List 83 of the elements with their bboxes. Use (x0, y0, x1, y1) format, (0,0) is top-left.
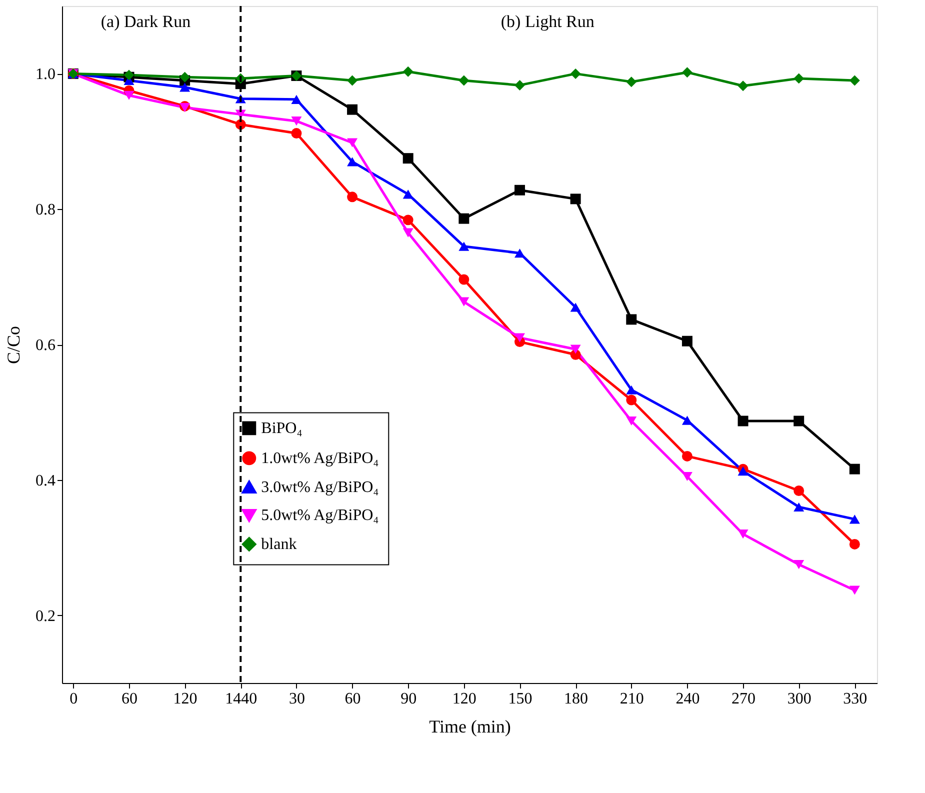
x-tick-label: 180 (564, 690, 588, 708)
x-tick-label: 30 (288, 690, 305, 708)
point (682, 67, 692, 78)
x-tick-label: 120 (452, 690, 476, 708)
point (347, 104, 358, 115)
x-tick-label: 0 (70, 690, 78, 708)
x-tick-label: 90 (400, 690, 417, 708)
point (402, 66, 414, 77)
point (458, 242, 470, 251)
point (849, 586, 860, 595)
point (626, 314, 637, 325)
point (794, 486, 804, 496)
point (514, 333, 525, 342)
x-tick-label: 1440 (225, 690, 258, 708)
point (180, 72, 190, 82)
point (626, 416, 637, 426)
x-tick-label: 150 (508, 690, 532, 708)
point (570, 68, 581, 79)
legend-label: 3.0wt% Ag/BiPO₄ (261, 479, 380, 496)
annotation: (a) Dark Run (100, 12, 192, 31)
point (794, 73, 804, 84)
point (626, 76, 637, 88)
point (514, 248, 525, 258)
point (682, 472, 692, 482)
point (402, 214, 414, 226)
point (402, 190, 414, 199)
point (458, 297, 470, 306)
point (458, 213, 470, 224)
point (514, 80, 525, 90)
point (849, 464, 860, 474)
point (738, 80, 748, 92)
point (402, 153, 414, 164)
point (794, 560, 804, 570)
x-tick-label: 60 (121, 690, 138, 708)
point (738, 416, 748, 426)
point (626, 385, 637, 394)
point (458, 75, 470, 86)
point (794, 502, 804, 512)
point (738, 530, 748, 539)
annotation: (b) Light Run (500, 12, 595, 31)
point (180, 82, 190, 92)
point (626, 394, 637, 406)
point (849, 538, 860, 550)
point (570, 344, 581, 354)
point (570, 302, 581, 312)
point (682, 416, 692, 425)
point (514, 184, 525, 196)
point (180, 103, 190, 112)
point (682, 450, 692, 462)
x-tick-label: 210 (620, 690, 644, 708)
point (347, 75, 358, 86)
point (794, 416, 804, 426)
point (458, 274, 470, 285)
x-tick-label: 300 (787, 690, 812, 708)
y-tick-label: 0.8 (36, 202, 56, 219)
point (682, 336, 692, 346)
x-tick-label: 270 (732, 690, 756, 708)
y-tick-label: 1.0 (36, 66, 56, 84)
point (849, 75, 860, 86)
point (347, 138, 358, 148)
legend-label: 5.0wt% Ag/BiPO₄ (261, 507, 380, 524)
point (347, 157, 358, 166)
y-axis-title: C/Co (4, 326, 24, 364)
x-tick-label: 60 (344, 690, 361, 708)
point (291, 128, 302, 139)
point (347, 192, 358, 202)
point (402, 228, 414, 238)
legend-label: BiPO₄ (261, 420, 303, 438)
point (291, 116, 302, 126)
y-tick-label: 0.6 (36, 337, 56, 354)
point (738, 466, 748, 476)
legend-label: blank (261, 536, 297, 554)
y-tick-label: 0.4 (36, 472, 56, 490)
point (124, 90, 134, 100)
legend-label: 1.0wt% Ag/BiPO₄ (261, 450, 380, 468)
x-axis-title: Time (min) (429, 716, 511, 736)
y-tick-label: 0.2 (36, 608, 56, 625)
point (570, 194, 581, 204)
x-tick-label: 240 (676, 690, 700, 708)
x-tick-label: 330 (843, 690, 868, 708)
point (849, 514, 860, 524)
x-tick-label: 120 (173, 690, 198, 708)
point (291, 94, 302, 104)
